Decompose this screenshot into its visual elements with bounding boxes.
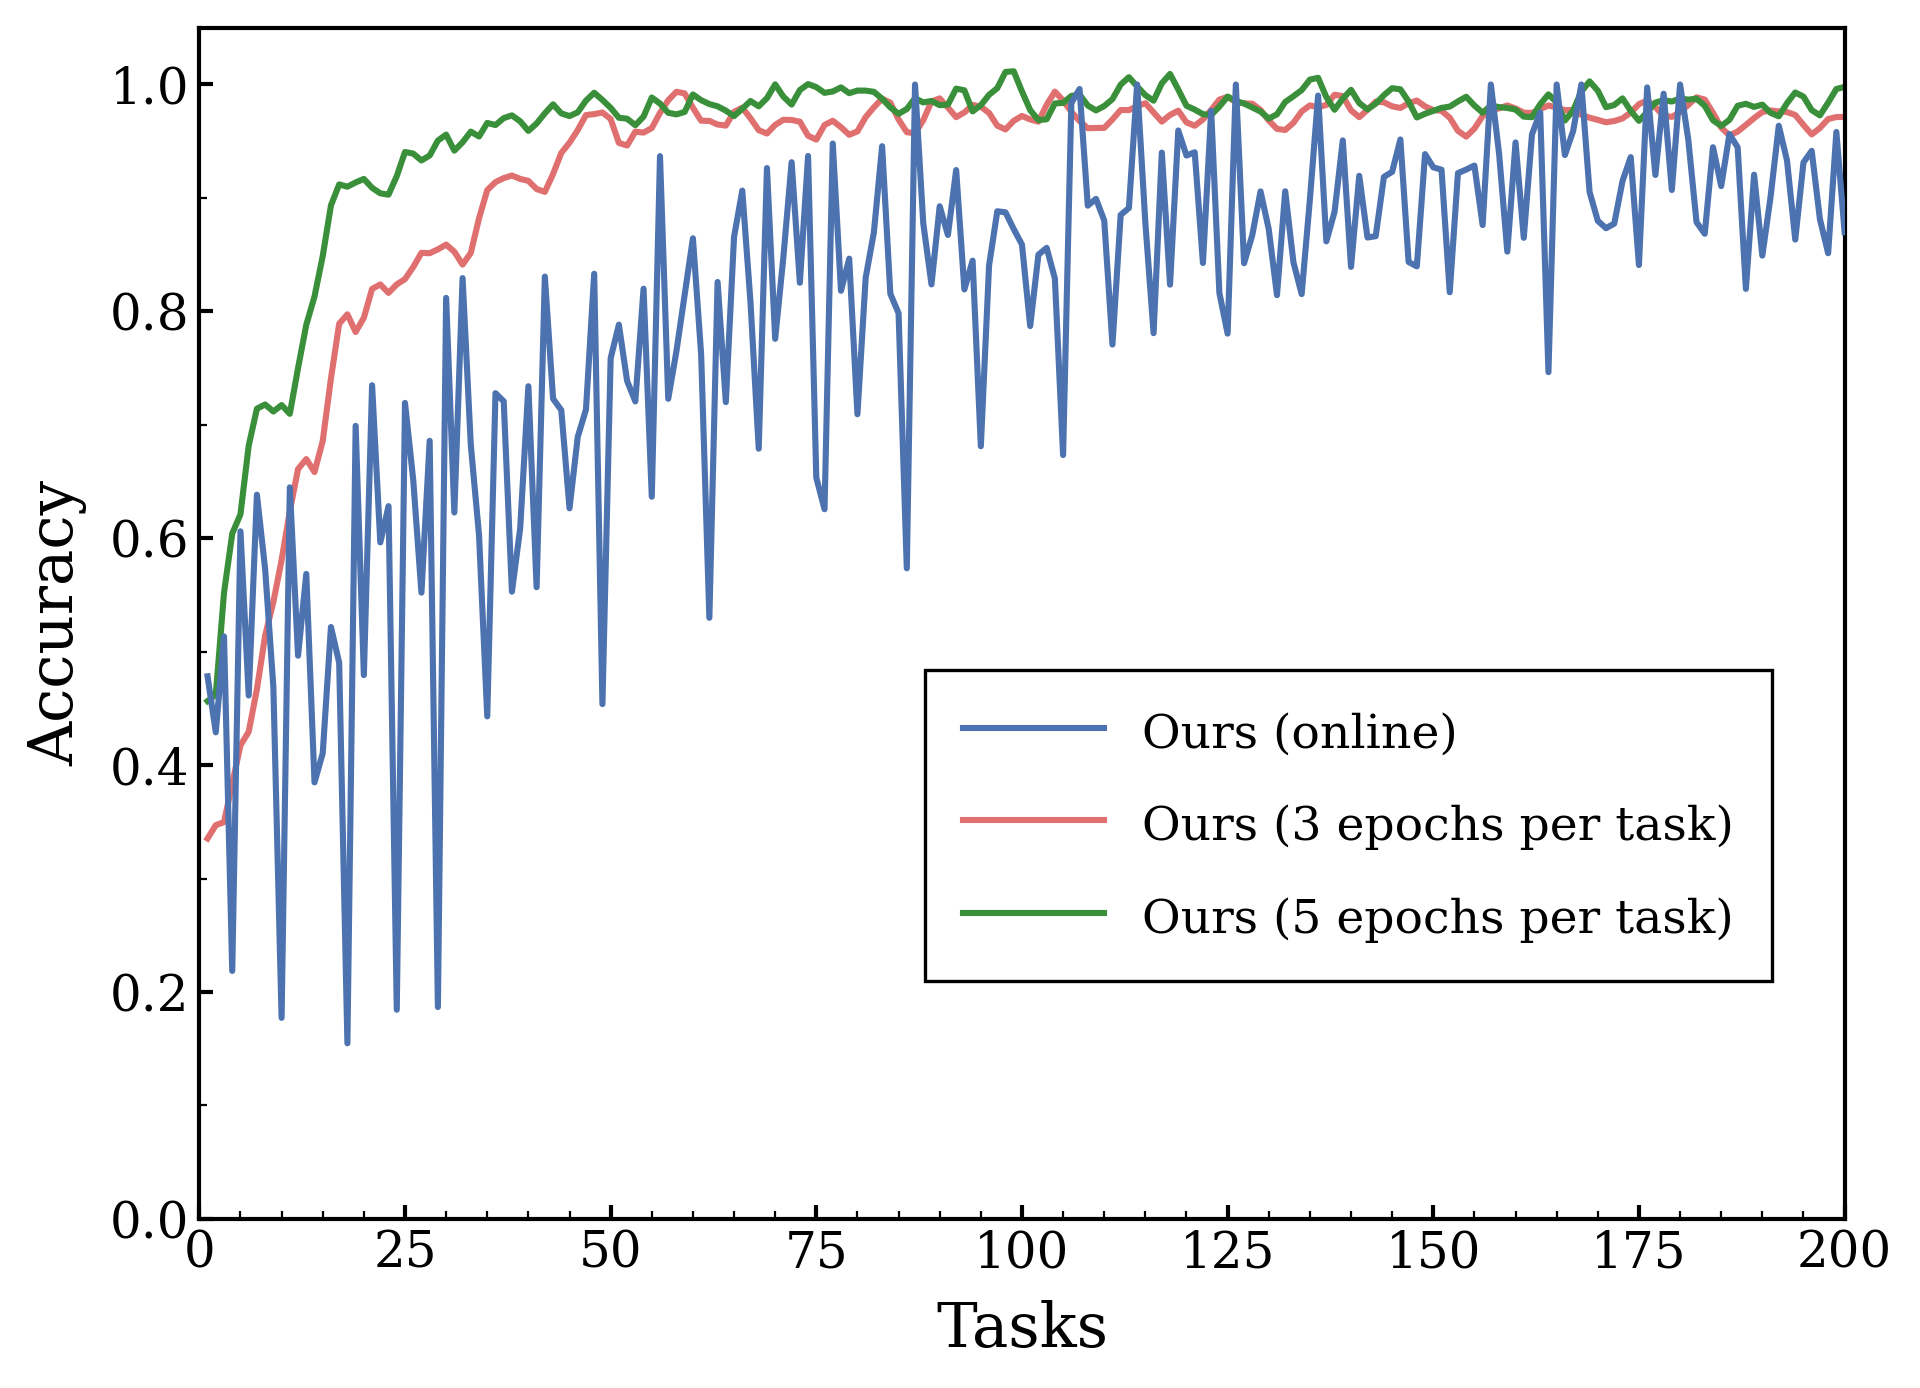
Ours (5 epochs per task): [196, 693, 219, 709]
Y-axis label: Accuracy: Accuracy: [27, 480, 88, 766]
Line: Ours (3 epochs per task): Ours (3 epochs per task): [207, 92, 1845, 838]
Ours (5 epochs per task): [1701, 112, 1724, 129]
Ours (3 epochs per task): [296, 451, 319, 468]
Ours (online): [1766, 118, 1789, 135]
Ours (3 epochs per task): [632, 125, 655, 142]
Ours (5 epochs per task): [1834, 79, 1857, 96]
X-axis label: Tasks: Tasks: [935, 1301, 1108, 1360]
Ours (3 epochs per task): [501, 167, 524, 183]
Ours (online): [296, 566, 319, 583]
Ours (online): [904, 76, 927, 93]
Ours (5 epochs per task): [296, 316, 319, 333]
Ours (online): [196, 668, 219, 684]
Ours (online): [639, 489, 662, 505]
Ours (3 epochs per task): [1043, 83, 1066, 100]
Legend: Ours (online), Ours (3 epochs per task), Ours (5 epochs per task): Ours (online), Ours (3 epochs per task),…: [925, 670, 1772, 981]
Ours (online): [509, 520, 532, 537]
Ours (online): [261, 679, 284, 695]
Ours (3 epochs per task): [1834, 108, 1857, 125]
Ours (5 epochs per task): [1759, 104, 1782, 121]
Ours (online): [1709, 178, 1732, 194]
Ours (online): [1834, 223, 1857, 240]
Ours (3 epochs per task): [261, 594, 284, 611]
Ours (3 epochs per task): [1759, 103, 1782, 119]
Ours (5 epochs per task): [632, 108, 655, 125]
Line: Ours (5 epochs per task): Ours (5 epochs per task): [207, 71, 1845, 701]
Line: Ours (online): Ours (online): [207, 85, 1845, 1044]
Ours (3 epochs per task): [1701, 104, 1724, 121]
Ours (5 epochs per task): [261, 403, 284, 419]
Ours (5 epochs per task): [501, 107, 524, 124]
Ours (online): [336, 1035, 359, 1052]
Ours (3 epochs per task): [196, 830, 219, 847]
Ours (5 epochs per task): [1002, 62, 1025, 79]
